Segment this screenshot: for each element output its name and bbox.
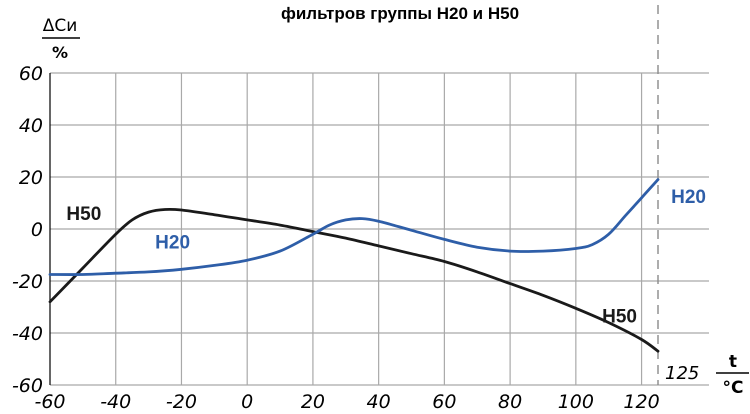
y-tick-label: -40 — [12, 323, 43, 345]
x-tick-label: 20 — [301, 391, 325, 413]
series-label: H50 — [66, 204, 101, 225]
x-tick-label: 100 — [558, 391, 594, 413]
y-tick-labels: 60 40 20 0 -20 -40 -60 — [12, 63, 43, 397]
series-label: H20 — [155, 233, 190, 254]
y-tick-label: -20 — [12, 271, 43, 293]
y-tick-label: 20 — [19, 167, 43, 189]
x-tick-label: 120 — [623, 391, 659, 413]
x-tick-label: 0 — [241, 391, 253, 413]
y-axis-label-denominator: % — [52, 43, 68, 62]
marker-label: 125 — [665, 363, 699, 384]
grid — [50, 72, 709, 386]
x-tick-label: -40 — [100, 391, 131, 413]
series-label: H20 — [671, 187, 706, 208]
y-tick-label: -60 — [12, 375, 43, 397]
x-tick-label: 40 — [367, 391, 391, 413]
y-tick-label: 40 — [19, 115, 43, 137]
x-tick-label: 80 — [498, 391, 522, 413]
series-line-h50 — [48, 207, 660, 353]
x-tick-label: 60 — [432, 391, 456, 413]
y-tick-label: 0 — [31, 219, 43, 241]
y-axis-label-numerator: ΔCи — [43, 16, 78, 36]
x-axis-label-denominator: °C — [723, 378, 744, 398]
x-tick-labels: -60 -40 -20 0 20 40 60 80 100 120 — [34, 391, 659, 413]
series-line-h20 — [48, 178, 660, 276]
series-label: H50 — [602, 307, 637, 328]
chart-title: фильтров группы H20 и H50 — [281, 4, 519, 23]
series-lines — [48, 178, 660, 353]
x-tick-label: -60 — [34, 391, 65, 413]
x-tick-label: -20 — [166, 391, 197, 413]
y-tick-label: 60 — [19, 63, 43, 85]
x-axis-label-numerator: t — [729, 352, 737, 372]
series-labels: H50 H20 H20 H50 — [66, 187, 706, 328]
